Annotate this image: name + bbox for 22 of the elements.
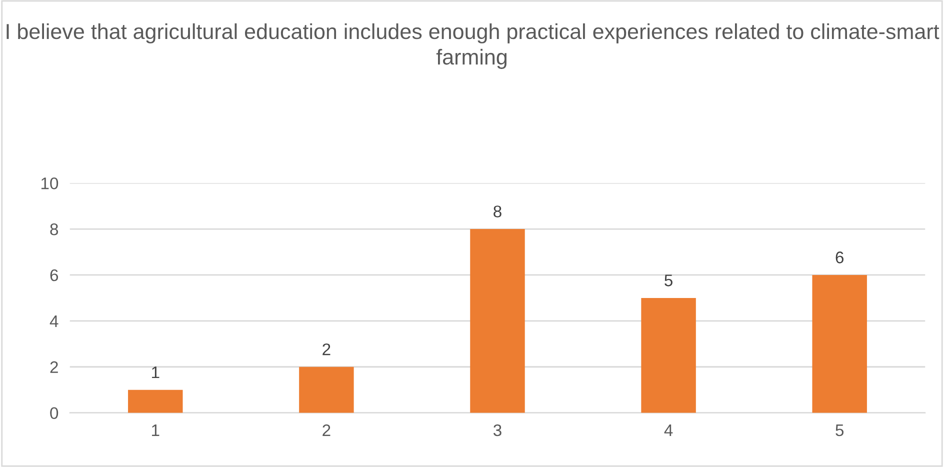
y-tick-label: 10 [41, 177, 58, 190]
x-tick-label: 5 [836, 424, 844, 436]
data-label: 2 [322, 343, 330, 356]
y-tick-label: 6 [50, 269, 58, 282]
x-tick-label: 4 [664, 424, 673, 436]
bar [128, 390, 183, 413]
x-tick-label: 3 [493, 424, 502, 436]
bar [470, 229, 525, 413]
data-label: 8 [494, 206, 502, 218]
y-tick-label: 8 [50, 223, 58, 236]
y-tick-label: 4 [50, 315, 58, 327]
data-label: 6 [836, 252, 844, 264]
x-tick-label: 2 [322, 424, 330, 436]
data-label: 5 [664, 274, 672, 286]
x-tick-label: 1 [152, 424, 160, 436]
chart-title: I believe that agricultural education includes enough practical experiences related to climate-smart farming [6, 23, 940, 69]
y-tick-label: 2 [50, 361, 58, 373]
bar [641, 298, 696, 413]
bar [299, 366, 354, 413]
data-label: 1 [152, 366, 160, 378]
bar [812, 274, 867, 413]
y-tick-label: 0 [50, 407, 58, 420]
